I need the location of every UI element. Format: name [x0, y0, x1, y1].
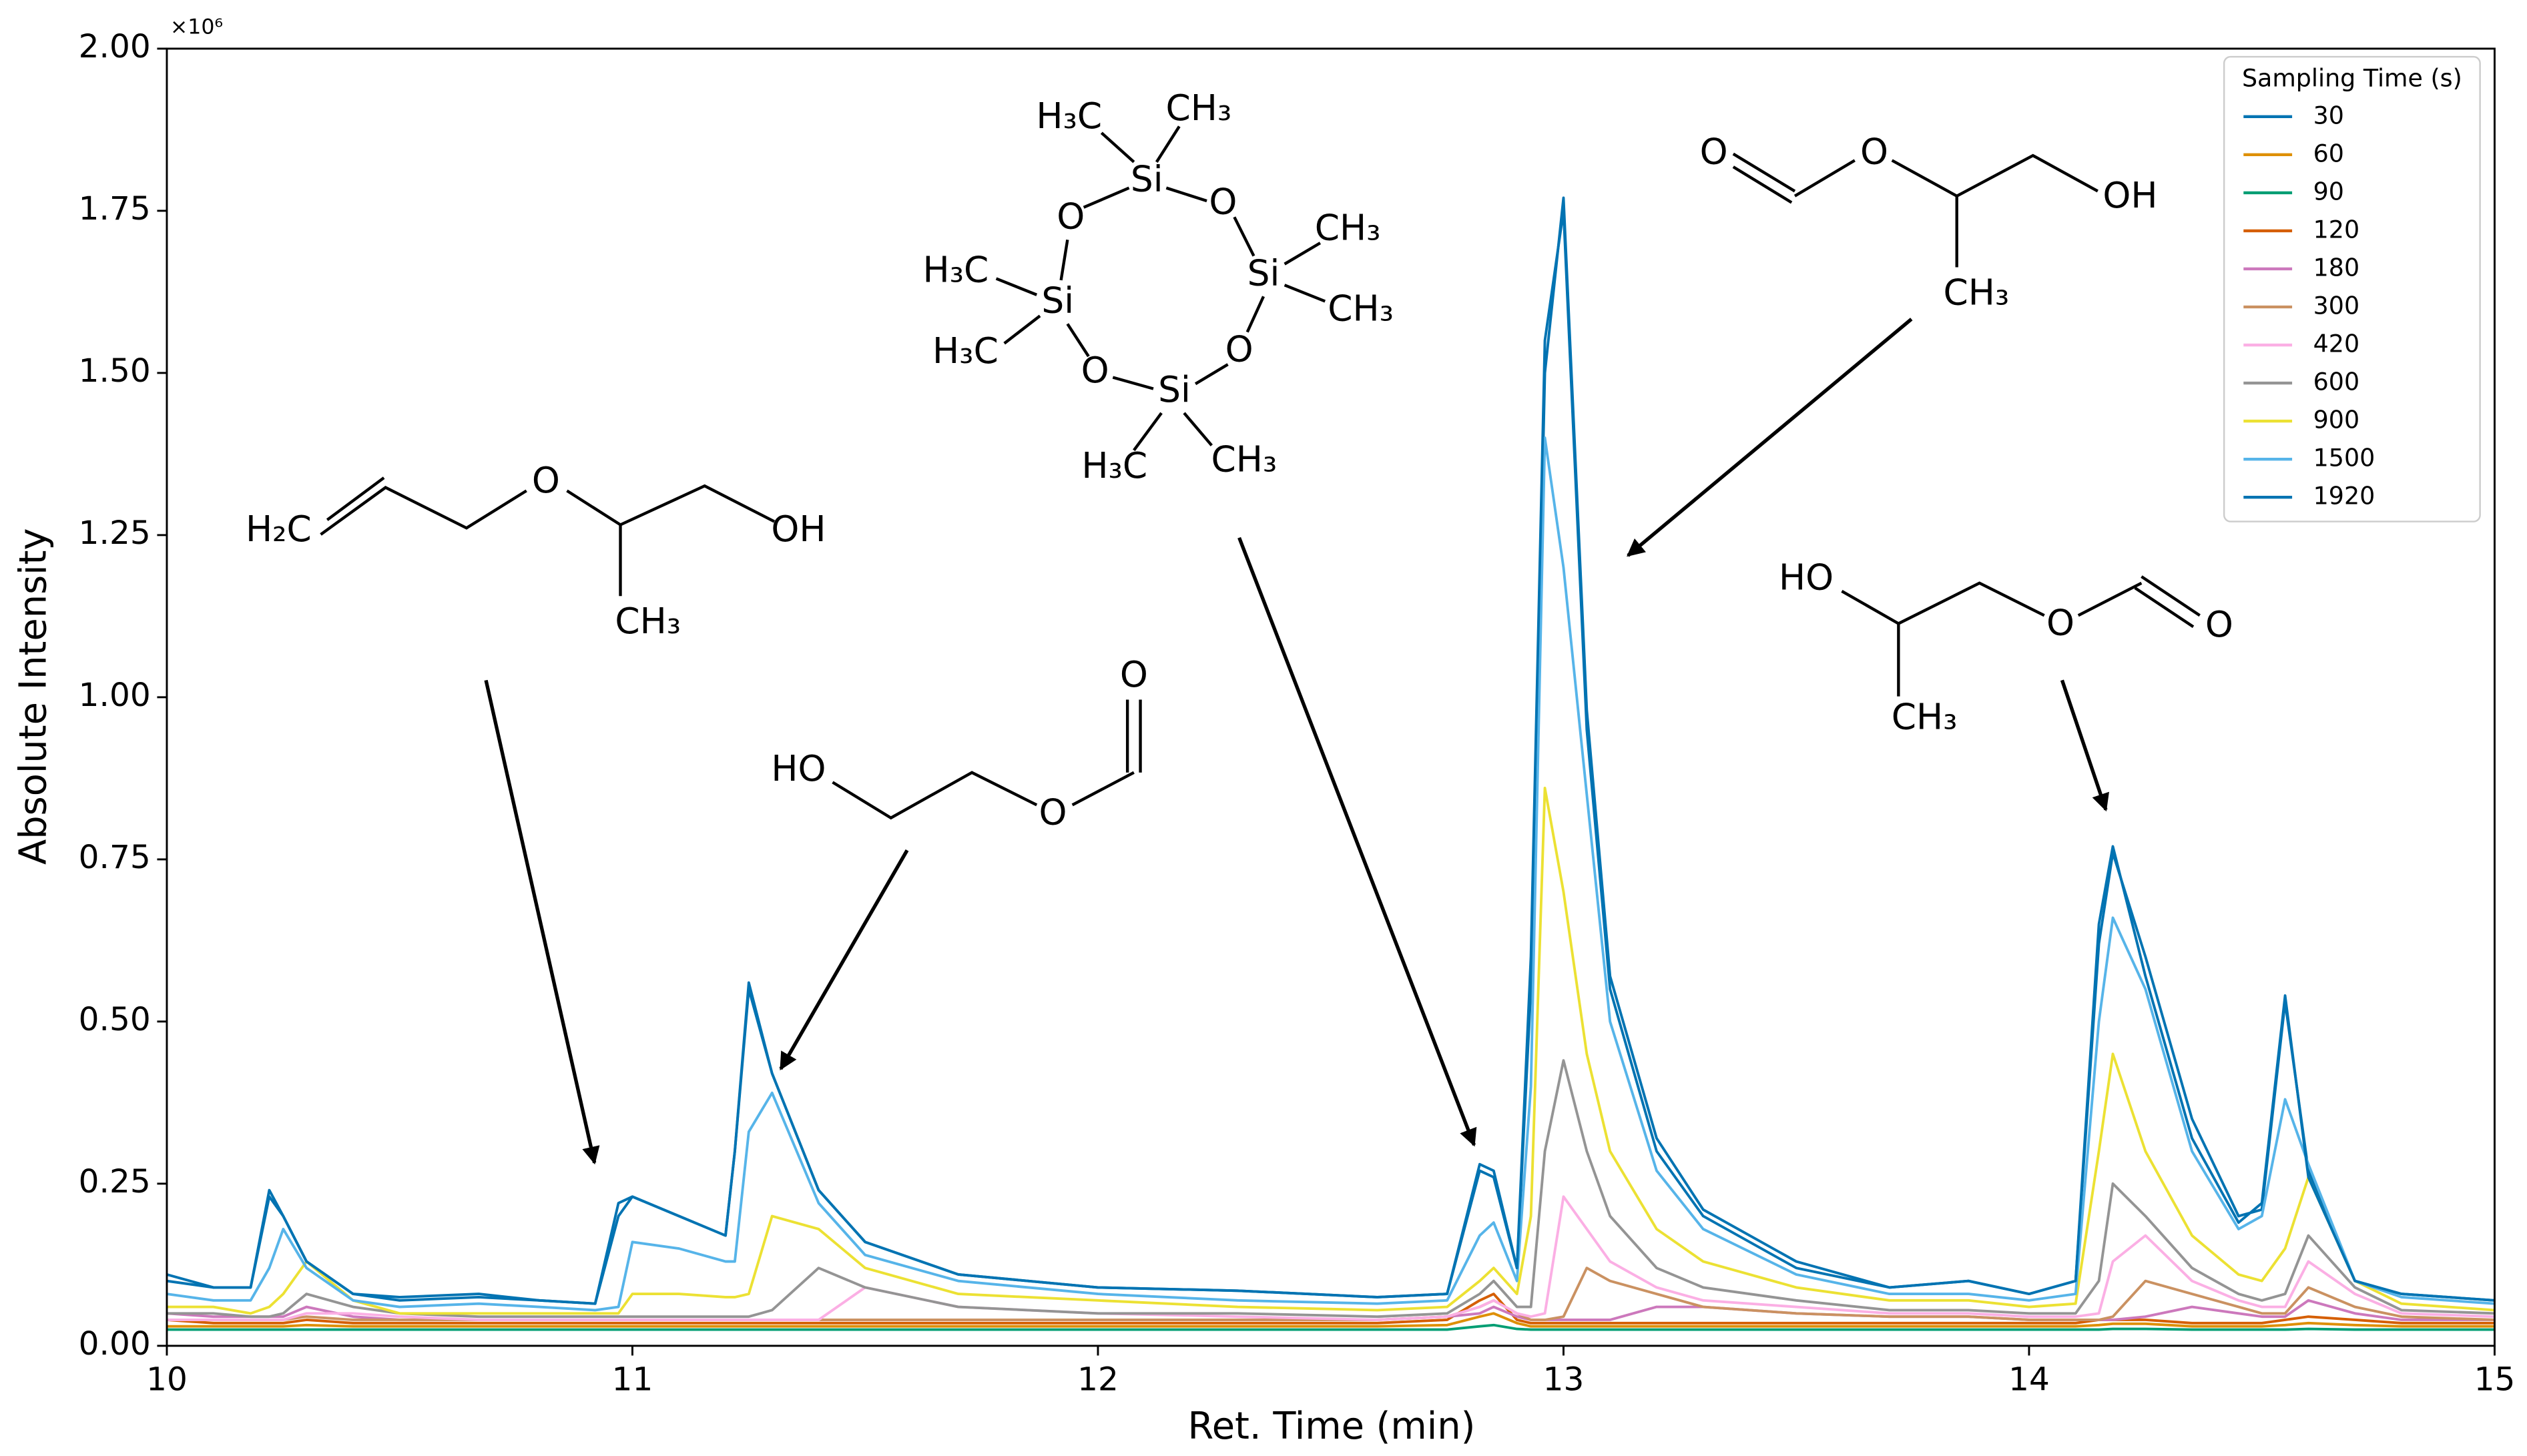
legend-box — [2223, 55, 2481, 522]
atom-label: CH₃ — [1943, 271, 2009, 313]
legend: Sampling Time (s) 30 60 90 120 180 300 420 600 9… — [2223, 55, 2481, 522]
atom-label: CH₃ — [615, 600, 681, 642]
atom-label: H₃C — [1081, 444, 1147, 486]
atom-label: O — [1057, 195, 1085, 237]
atom-label: OH — [2102, 174, 2157, 216]
legend-title: Sampling Time (s) — [2242, 64, 2462, 93]
y-tick-label: 1.75 — [79, 190, 151, 228]
data-line — [166, 196, 2495, 1305]
x-tick-label: 12 — [1077, 1361, 1119, 1398]
data-line — [166, 436, 2495, 1312]
data-line — [166, 1323, 2495, 1331]
y-tick-label: 0.25 — [79, 1163, 151, 1200]
atom-label: HO — [1779, 557, 1834, 599]
molecule: Si Si Si Si O O O O H₃C CH₃ CH₃ CH₃ CH₃ … — [922, 87, 1394, 486]
data-line — [166, 787, 2495, 1315]
atom-label: O — [1225, 328, 1253, 370]
atom-label: OH — [771, 508, 826, 550]
atom-label: H₃C — [1036, 95, 1102, 137]
molecule: H₂C O OH CH₃ — [246, 459, 826, 642]
y-tick-label: 0.75 — [79, 839, 151, 876]
x-tick-label: 13 — [1543, 1361, 1585, 1398]
atom-label: O — [1039, 791, 1067, 833]
molecule: O O OH CH₃ — [1700, 130, 2158, 313]
molecule: HO O O CH₃ — [1779, 557, 2233, 738]
legend-label: 30 — [2313, 101, 2344, 129]
legend-label: 900 — [2313, 406, 2359, 434]
arrow — [779, 849, 909, 1071]
y-tick-label: 1.00 — [79, 677, 151, 714]
atom-label: HO — [771, 747, 826, 789]
data-line — [166, 209, 2495, 1305]
atom-label: O — [1700, 130, 1728, 172]
data-line — [166, 1312, 2495, 1328]
plot-area — [166, 196, 2495, 1331]
x-axis-label: Ret. Time (min) — [1187, 1405, 1475, 1448]
atom-label: Si — [1247, 252, 1280, 294]
legend-label: 90 — [2313, 177, 2344, 206]
y-offset-label: ×10⁶ — [170, 15, 223, 39]
y-axis-label: Absolute Intensity — [12, 528, 55, 864]
atom-label: CH₃ — [1315, 206, 1381, 248]
atom-label: O — [532, 459, 560, 501]
atom-label: H₂C — [246, 508, 312, 550]
atom-label: O — [1081, 349, 1109, 391]
legend-label: 300 — [2313, 292, 2359, 320]
x-tick-label: 15 — [2474, 1361, 2516, 1398]
legend-label: 180 — [2313, 253, 2359, 282]
legend-label: 1920 — [2313, 482, 2375, 510]
y-tick-label: 1.25 — [79, 514, 151, 552]
atom-label: CH₃ — [1328, 288, 1394, 330]
atom-label: Si — [1158, 368, 1191, 410]
atom-label: H₃C — [932, 330, 999, 372]
x-tick-label: 11 — [612, 1361, 653, 1398]
legend-label: 120 — [2313, 215, 2359, 244]
y-tick-label: 0.50 — [79, 1001, 151, 1038]
atom-label: H₃C — [922, 248, 989, 290]
arrow — [1627, 318, 1913, 557]
x-tick-label: 10 — [146, 1361, 188, 1398]
atom-label: O — [2205, 603, 2233, 645]
arrow — [1237, 536, 1477, 1147]
data-line — [166, 1059, 2495, 1319]
legend-label: 60 — [2313, 139, 2344, 167]
atom-label: Si — [1131, 158, 1163, 200]
atom-label: Si — [1041, 280, 1074, 322]
atom-label: O — [2046, 602, 2074, 644]
atom-label: CH₃ — [1166, 87, 1232, 129]
atom-label: CH₃ — [1892, 695, 1958, 737]
y-tick-label: 0.00 — [79, 1325, 151, 1363]
atom-label: O — [1860, 130, 1888, 172]
x-tick-label: 14 — [2008, 1361, 2050, 1398]
atom-label: O — [1120, 653, 1148, 695]
data-line — [166, 1293, 2495, 1325]
arrow — [484, 679, 600, 1165]
atom-label: O — [1209, 181, 1237, 223]
legend-label: 1500 — [2313, 444, 2375, 472]
legend-label: 600 — [2313, 368, 2359, 396]
y-tick-label: 1.50 — [79, 352, 151, 390]
legend-label: 420 — [2313, 330, 2359, 358]
molecule: HO O O — [771, 653, 1147, 833]
arrow — [2060, 679, 2109, 812]
atom-label: CH₃ — [1211, 438, 1277, 480]
y-tick-label: 2.00 — [79, 28, 151, 65]
series-group — [166, 196, 2495, 1331]
data-line — [166, 1195, 2495, 1321]
arrows — [484, 318, 2109, 1165]
